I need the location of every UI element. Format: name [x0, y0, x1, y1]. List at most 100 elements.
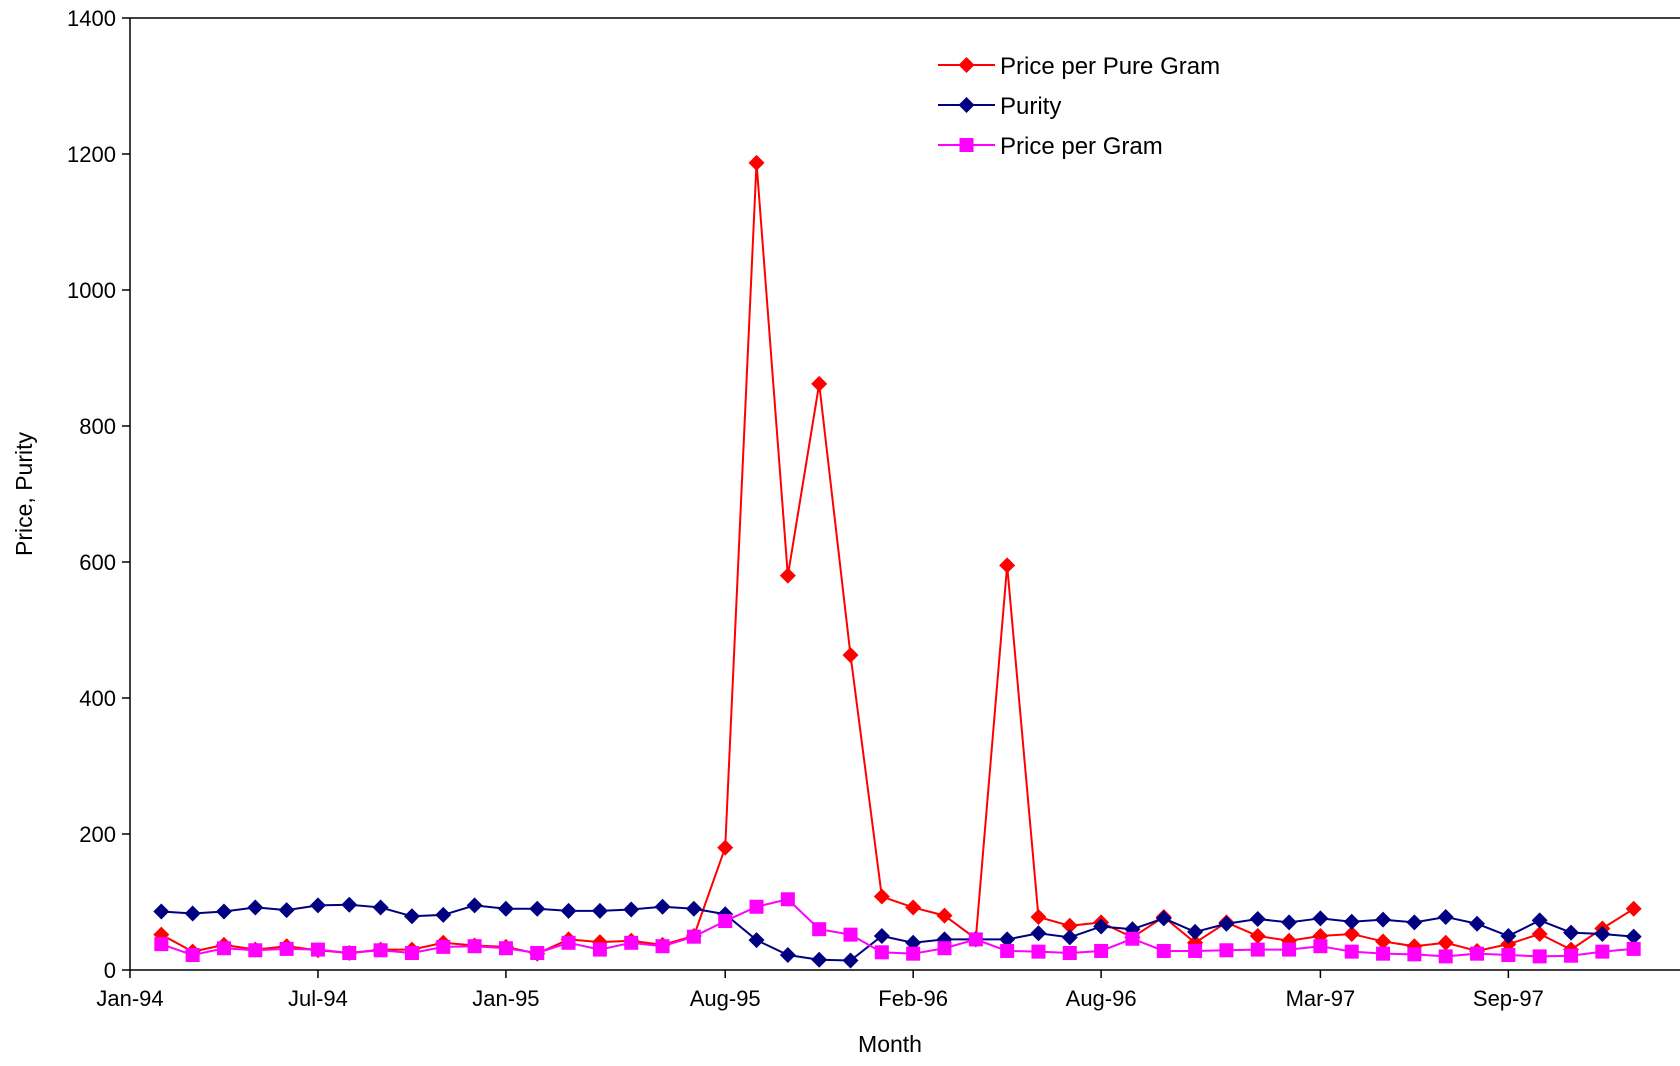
legend-item: Price per Pure Gram [938, 53, 1220, 80]
data-point [812, 922, 827, 937]
data-point [1000, 943, 1015, 958]
x-tick-label: Aug-95 [690, 986, 761, 1011]
data-point [1376, 946, 1391, 961]
legend-item: Purity [938, 93, 1061, 120]
data-point [655, 939, 670, 954]
data-point [591, 902, 608, 919]
y-tick-label: 200 [79, 822, 116, 847]
data-point [1094, 943, 1109, 958]
data-point [1626, 941, 1641, 956]
data-point [937, 941, 952, 956]
data-point [279, 941, 294, 956]
legend-item: Price per Gram [938, 133, 1163, 160]
data-point [811, 951, 828, 968]
series-0 [153, 154, 1642, 962]
data-point [842, 952, 859, 969]
data-point [999, 557, 1016, 574]
data-point [748, 932, 765, 949]
legend-label: Purity [1000, 93, 1061, 120]
y-axis-title: Price, Purity [11, 432, 37, 556]
data-point [561, 935, 576, 950]
axes: 0 200 400 600 800 1000 1200 1400 Jan-94 Jul-94 Jan… [67, 6, 1680, 1011]
data-point [530, 946, 545, 960]
data-point [215, 903, 232, 920]
data-point [780, 892, 795, 907]
data-point [1250, 942, 1265, 957]
data-point [654, 898, 671, 915]
data-point [1219, 943, 1234, 958]
data-point [1061, 929, 1078, 946]
data-point [248, 943, 263, 958]
data-point [779, 947, 796, 964]
data-point [592, 942, 607, 957]
y-tick-label: 1000 [67, 278, 116, 303]
series-2 [154, 892, 1641, 964]
legend: Price per Pure Gram Purity Price per Gram [938, 53, 1220, 160]
data-point [748, 154, 765, 171]
data-point [1030, 925, 1047, 942]
data-point [873, 928, 890, 944]
data-point [1218, 915, 1235, 932]
data-point [873, 888, 890, 905]
x-tick-label: Aug-96 [1066, 986, 1137, 1011]
data-point [718, 914, 733, 929]
data-point [1030, 908, 1047, 925]
data-point [1249, 911, 1266, 927]
data-point [498, 941, 513, 956]
data-point [686, 929, 701, 944]
data-point [467, 939, 482, 954]
y-tick-label: 800 [79, 414, 116, 439]
data-point [1313, 939, 1328, 954]
data-point [1187, 923, 1204, 940]
data-point [1343, 913, 1360, 930]
data-point [779, 567, 796, 584]
y-tick-label: 400 [79, 686, 116, 711]
data-point [1407, 947, 1422, 962]
data-point [1531, 912, 1548, 929]
data-point [278, 902, 295, 919]
data-point [999, 931, 1016, 948]
data-point [1437, 934, 1454, 951]
y-tick-label: 1400 [67, 6, 116, 31]
data-point [906, 946, 921, 961]
data-point [1438, 949, 1453, 964]
data-point [1125, 931, 1140, 946]
y-tick-label: 1200 [67, 142, 116, 167]
data-point [1564, 948, 1579, 963]
y-tick-label: 0 [104, 958, 116, 983]
x-tick-label: Jan-95 [472, 986, 539, 1011]
data-point [1470, 946, 1485, 961]
data-point [1312, 910, 1329, 927]
data-point [717, 839, 734, 856]
data-point [435, 906, 452, 923]
data-point [1500, 928, 1517, 944]
data-point [342, 946, 357, 960]
data-point [905, 899, 922, 916]
data-point [404, 946, 419, 960]
data-point [310, 942, 325, 957]
legend-marker [959, 138, 974, 152]
data-point [1406, 914, 1423, 931]
series-line [160, 162, 1635, 955]
data-point [436, 939, 451, 954]
data-point [247, 899, 264, 916]
data-point [624, 935, 639, 950]
data-point [1563, 924, 1580, 941]
x-axis-title: Month [858, 1031, 922, 1057]
data-point [968, 932, 983, 947]
data-point [560, 902, 577, 919]
data-point [1281, 914, 1298, 931]
data-point [1282, 942, 1297, 957]
data-point [153, 903, 170, 920]
x-tick-label: Jan-94 [96, 986, 163, 1011]
data-point [185, 948, 200, 963]
data-point [1532, 949, 1547, 964]
data-point [1343, 925, 1360, 942]
data-point [811, 375, 828, 392]
data-point [1469, 915, 1486, 932]
data-point [1156, 943, 1171, 958]
data-point [1375, 933, 1392, 950]
data-point [1031, 944, 1046, 959]
